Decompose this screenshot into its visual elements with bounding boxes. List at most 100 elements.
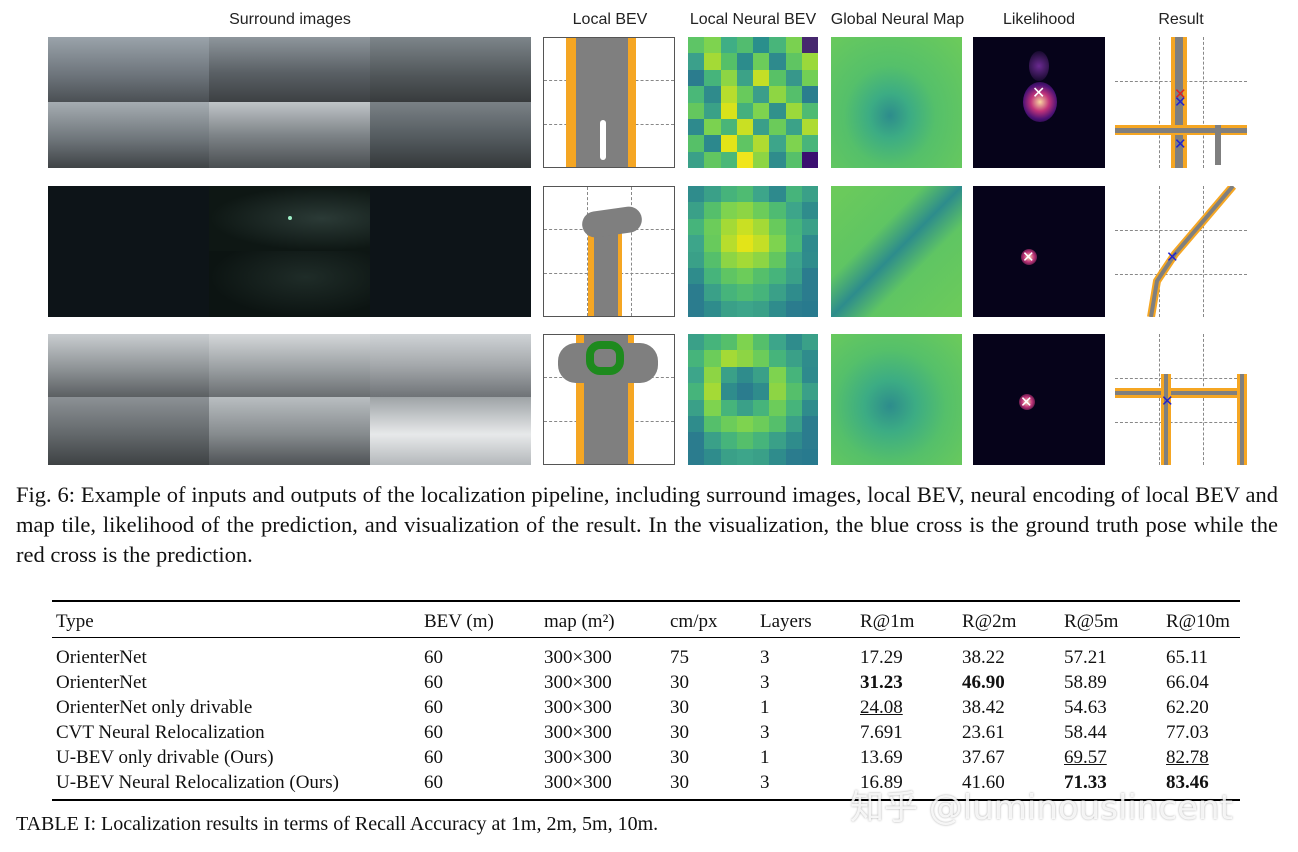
cell-cmpx: 30 (670, 672, 689, 693)
cell-bev: 60 (420, 770, 540, 801)
cell-cmpx: 30 (670, 722, 689, 743)
cell-r1: 24.08 (860, 697, 903, 718)
ground-truth-cross-icon: ✕ (1161, 392, 1174, 410)
cell-cmpx: 30 (670, 697, 689, 718)
header-surround-images: Surround images (229, 11, 351, 28)
table-header-row: Type BEV (m) map (m²) cm/px Layers R@1m … (52, 600, 1240, 638)
cell-r10: 65.11 (1166, 647, 1209, 668)
cell-bev: 60 (424, 697, 443, 718)
likelihood-row-3: ✕ (973, 334, 1105, 465)
cell-map: 300×300 (544, 647, 612, 668)
cell-layers: 3 (760, 672, 770, 693)
cell-r10: 83.46 (1162, 770, 1240, 801)
prediction-cross-icon: ✕ (1174, 85, 1187, 103)
col-layers: Layers (756, 600, 856, 638)
result-row-3: ✕ (1115, 334, 1247, 465)
cell-r5: 57.21 (1064, 647, 1107, 668)
cell-r1: 7.691 (860, 722, 903, 743)
col-r10: R@10m (1162, 600, 1240, 638)
cell-r10: 82.78 (1166, 747, 1209, 768)
cell-r5: 71.33 (1060, 770, 1162, 801)
col-r2: R@2m (958, 600, 1060, 638)
cell-layers: 3 (756, 770, 856, 801)
header-local-neural-bev: Local Neural BEV (689, 11, 817, 28)
figure-caption: Fig. 6: Example of inputs and outputs of… (16, 480, 1278, 570)
cell-r1: 17.29 (860, 647, 903, 668)
prediction-cross-icon: ✕ (1022, 248, 1035, 266)
result-row-2: ✕ (1115, 186, 1247, 317)
col-type: Type (52, 600, 420, 638)
header-result: Result (1158, 11, 1204, 28)
cell-r2: 38.22 (962, 647, 1005, 668)
cell-r10: 62.20 (1166, 697, 1209, 718)
results-table: Type BEV (m) map (m²) cm/px Layers R@1m … (52, 600, 1240, 801)
cell-cmpx: 30 (670, 747, 689, 768)
cell-layers: 1 (760, 697, 770, 718)
table-row: OrienterNet 60 300×300 75 3 17.29 38.22 … (52, 638, 1240, 671)
cell-cmpx: 30 (666, 770, 756, 801)
cell-bev: 60 (424, 747, 443, 768)
table-row: U-BEV Neural Relocalization (Ours) 60 30… (52, 770, 1240, 801)
cell-r5: 69.57 (1064, 747, 1107, 768)
surround-images-row-3 (48, 334, 531, 465)
cell-map: 300×300 (544, 697, 612, 718)
ground-truth-cross-icon: ✕ (1174, 135, 1187, 153)
cell-r1: 31.23 (860, 672, 903, 693)
table-caption: TABLE I: Localization results in terms o… (16, 813, 659, 835)
cell-r2: 23.61 (962, 722, 1005, 743)
result-row-1: ✕ ✕ ✕ (1115, 37, 1247, 168)
cell-map: 300×300 (540, 770, 666, 801)
likelihood-row-2: ✕ (973, 186, 1105, 317)
global-neural-map-row-2 (831, 186, 962, 317)
local-bev-row-3 (543, 334, 675, 465)
col-r5: R@5m (1060, 600, 1162, 638)
watermark: 知乎 @luminouslincent (850, 788, 1233, 828)
header-global-neural-map: Global Neural Map (830, 11, 965, 28)
local-bev-row-1 (543, 37, 675, 168)
cell-r5: 54.63 (1064, 697, 1107, 718)
local-neural-bev-row-3 (688, 334, 818, 465)
header-likelihood: Likelihood (1002, 11, 1076, 28)
global-neural-map-row-3 (831, 334, 962, 465)
prediction-cross-icon: ✕ (1020, 393, 1033, 411)
cell-r5: 58.89 (1064, 672, 1107, 693)
cell-map: 300×300 (544, 747, 612, 768)
cell-r5: 58.44 (1064, 722, 1107, 743)
table-row: OrienterNet 60 300×300 30 3 31.23 46.90 … (52, 670, 1240, 695)
local-bev-row-2 (543, 186, 675, 317)
cell-layers: 3 (760, 647, 770, 668)
ground-truth-cross-icon: ✕ (1174, 93, 1187, 111)
table-row: CVT Neural Relocalization 60 300×300 30 … (52, 720, 1240, 745)
header-local-bev: Local BEV (572, 11, 648, 28)
table-row: OrienterNet only drivable 60 300×300 30 … (52, 695, 1240, 720)
cell-r10: 66.04 (1166, 672, 1209, 693)
cell-map: 300×300 (544, 672, 612, 693)
cell-layers: 3 (760, 722, 770, 743)
cell-type: OrienterNet (56, 647, 147, 668)
ground-truth-cross-icon: ✕ (1166, 248, 1179, 266)
surround-images-row-1 (48, 37, 531, 168)
cell-r2: 46.90 (962, 672, 1005, 693)
cell-r2: 38.42 (962, 697, 1005, 718)
figure-caption-text: Example of inputs and outputs of the loc… (16, 482, 1279, 567)
cell-r2: 37.67 (962, 747, 1005, 768)
cell-type: CVT Neural Relocalization (56, 722, 265, 743)
global-neural-map-row-1 (831, 37, 962, 168)
cell-type: OrienterNet only drivable (56, 697, 253, 718)
cell-r2: 41.60 (958, 770, 1060, 801)
cell-bev: 60 (424, 647, 443, 668)
local-neural-bev-row-2 (688, 186, 818, 317)
col-map: map (m²) (540, 600, 666, 638)
prediction-cross-icon: ✕ (1032, 83, 1046, 102)
cell-r1: 13.69 (860, 747, 903, 768)
cell-r1: 16.89 (856, 770, 958, 801)
cell-bev: 60 (424, 722, 443, 743)
table-row: U-BEV only drivable (Ours) 60 300×300 30… (52, 745, 1240, 770)
col-cmpx: cm/px (666, 600, 756, 638)
cell-bev: 60 (424, 672, 443, 693)
cell-map: 300×300 (544, 722, 612, 743)
cell-type: OrienterNet (56, 672, 147, 693)
cell-cmpx: 75 (670, 647, 689, 668)
surround-images-row-2 (48, 186, 531, 317)
cell-type: U-BEV Neural Relocalization (Ours) (52, 770, 420, 801)
